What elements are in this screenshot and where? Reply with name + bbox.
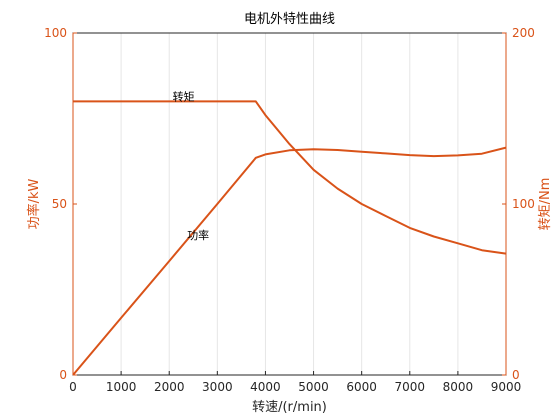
x-axis-title: 转速/(r/min) bbox=[252, 400, 327, 415]
chart-title: 电机外特性曲线 bbox=[244, 12, 335, 27]
left-y-tick-label: 50 bbox=[52, 197, 67, 211]
left-y-tick-label: 100 bbox=[44, 26, 67, 40]
x-tick-label: 5000 bbox=[298, 380, 329, 394]
x-tick-label: 3000 bbox=[202, 380, 233, 394]
x-tick-label: 9000 bbox=[491, 380, 522, 394]
right-y-tick-label: 0 bbox=[512, 368, 520, 382]
right-y-tick-label: 100 bbox=[512, 197, 535, 211]
axis-ticks: 0 1000 2000 3000 4000 5000 6000 7000 8000 9000050… bbox=[44, 26, 535, 394]
x-tick-label: 7000 bbox=[395, 380, 426, 394]
x-tick-label: 4000 bbox=[250, 380, 281, 394]
series-annotation: 转矩 bbox=[173, 89, 195, 103]
x-tick-label: 0 bbox=[69, 380, 77, 394]
x-tick-label: 8000 bbox=[443, 380, 474, 394]
x-tick-label: 1000 bbox=[106, 380, 137, 394]
series-line bbox=[72, 146, 507, 376]
x-tick-label: 6000 bbox=[346, 380, 377, 394]
left-y-axis-title: 功率/kW bbox=[26, 178, 42, 229]
series-lines bbox=[72, 100, 507, 376]
right-y-axis-title: 转矩/Nm bbox=[538, 178, 553, 231]
series-line bbox=[73, 100, 507, 255]
left-y-tick-label: 0 bbox=[59, 368, 67, 382]
right-y-tick-label: 200 bbox=[512, 26, 535, 40]
series-annotation: 功率 bbox=[187, 228, 209, 242]
x-tick-label: 2000 bbox=[154, 380, 185, 394]
